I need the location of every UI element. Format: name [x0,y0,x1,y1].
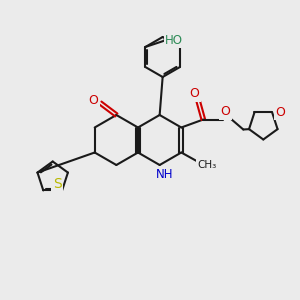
Text: O: O [275,106,285,119]
Text: O: O [220,105,230,118]
Text: HO: HO [165,34,183,46]
Text: CH₃: CH₃ [198,160,217,170]
Text: S: S [52,176,62,190]
Text: NH: NH [156,169,173,182]
Text: O: O [88,94,98,106]
Text: O: O [189,87,199,100]
